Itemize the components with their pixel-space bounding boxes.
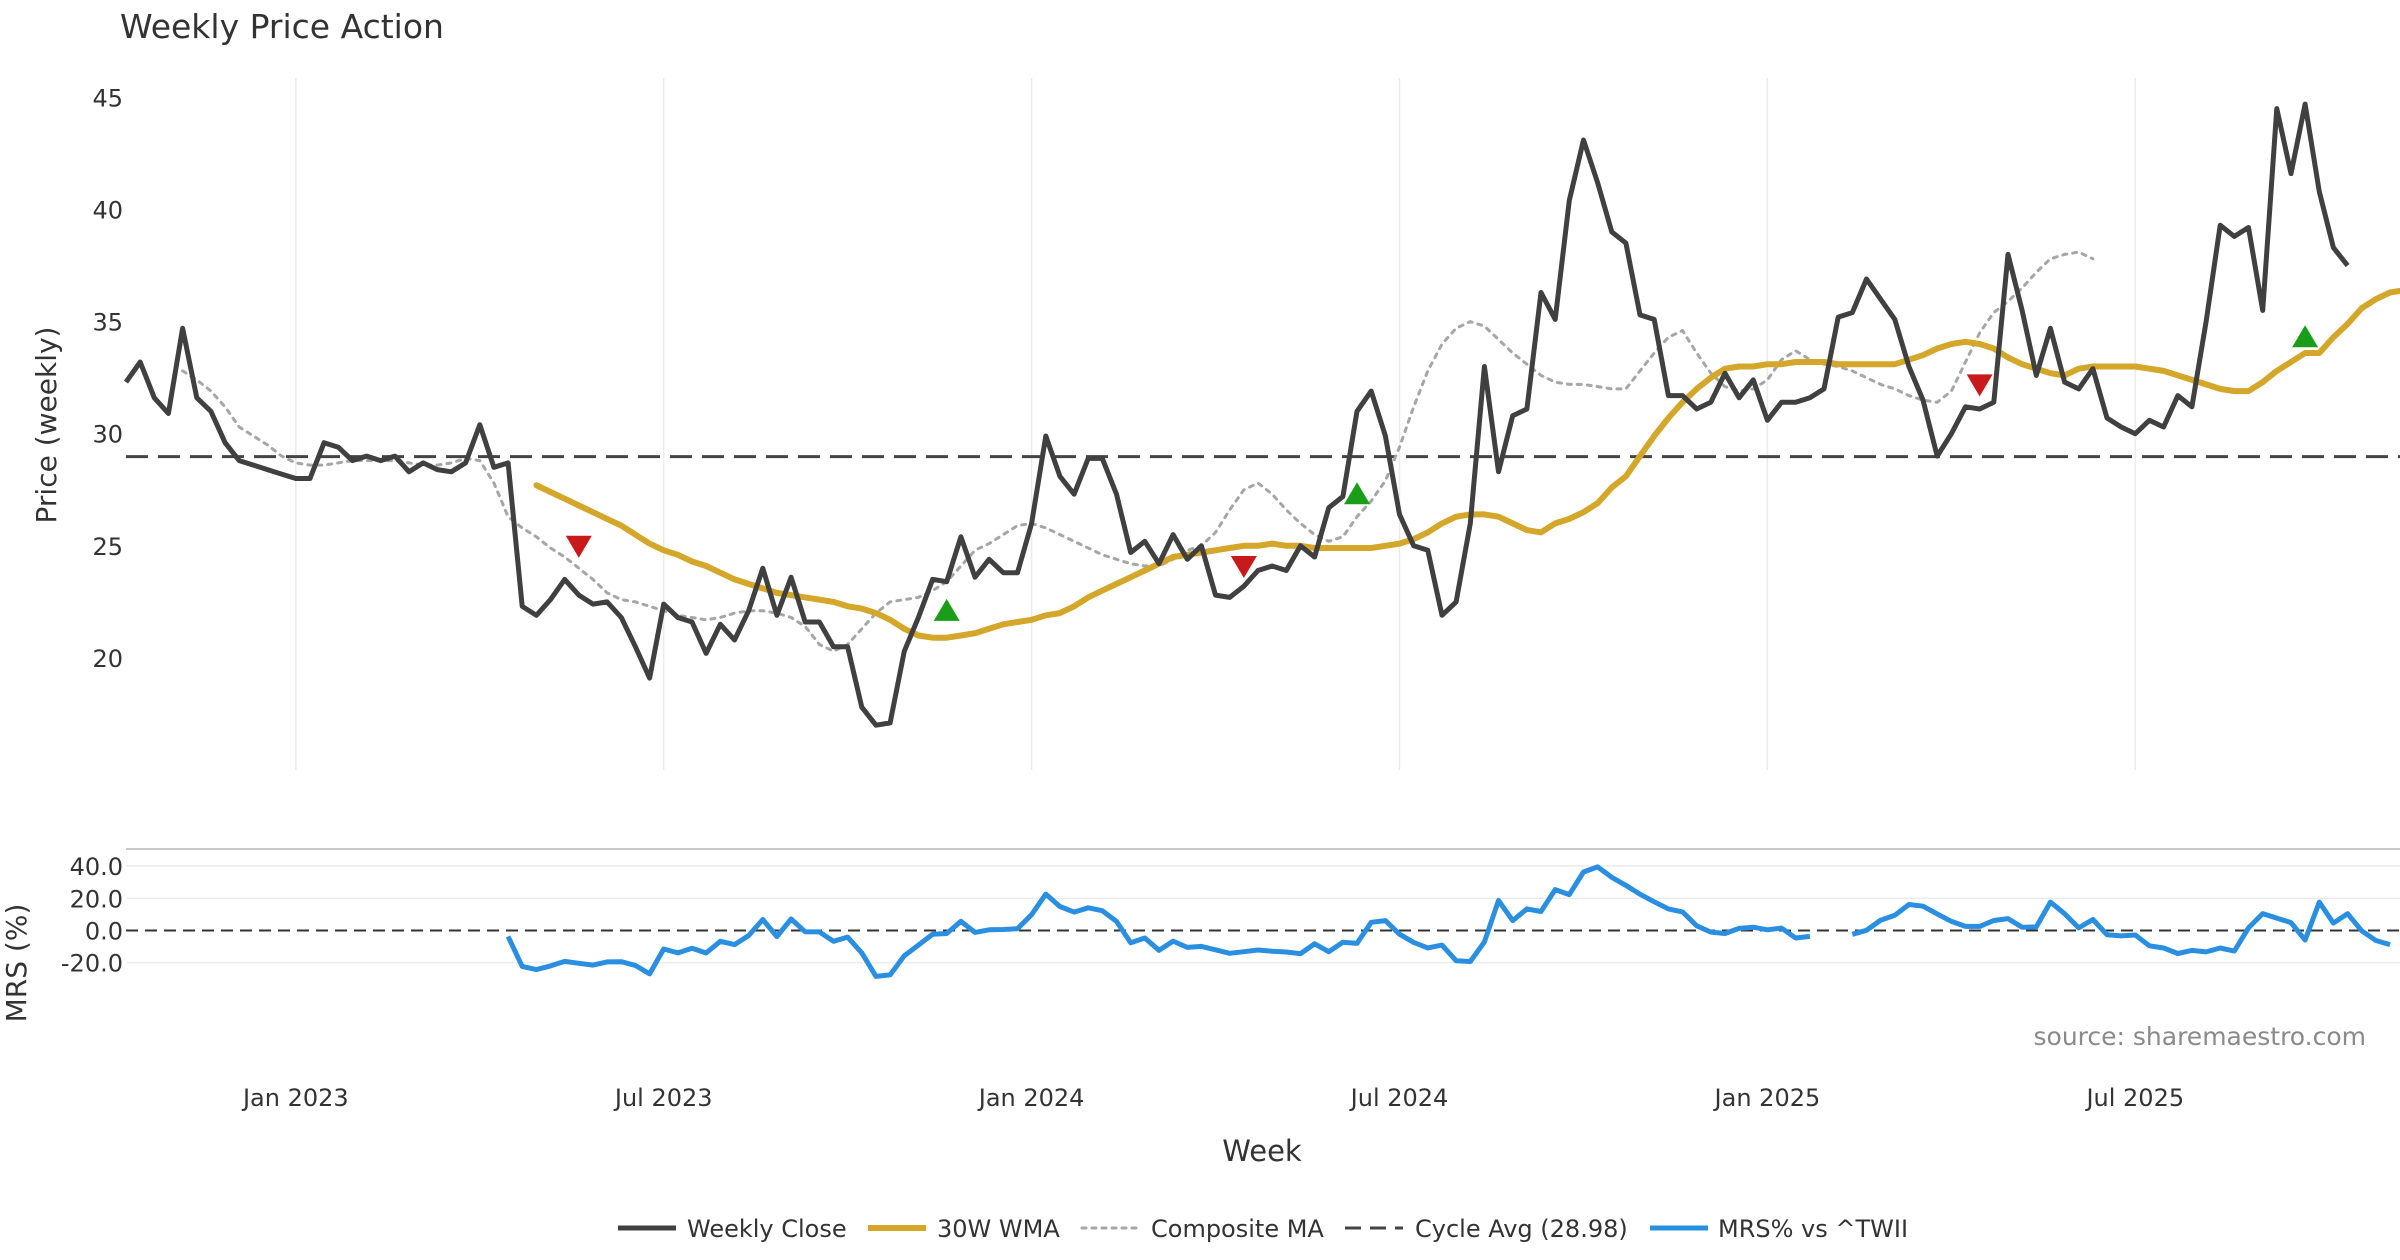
- signal-markers: [565, 325, 2319, 621]
- mrs-ytick-2: 0.0: [85, 917, 123, 945]
- wma-30w-line: [533, 287, 2400, 641]
- buy-signal-0: [933, 598, 960, 621]
- legend-label-weekly-close: Weekly Close: [687, 1215, 847, 1243]
- x-tick-labels: Jan 2023 Jul 2023 Jan 2024 Jul 2024 Jan 2025…: [241, 1084, 2184, 1112]
- sell-signal-1: [1230, 555, 1257, 578]
- legend-label-wma: 30W WMA: [937, 1215, 1060, 1243]
- mrs-ytick-1: 20.0: [70, 885, 123, 913]
- weekly-close-line: [123, 101, 2350, 728]
- buy-signal-1: [1344, 482, 1371, 505]
- x-tick-1: Jul 2023: [613, 1084, 713, 1112]
- mrs-panel: 40.0 20.0 0.0 -20.0 MRS (%) source: sharema…: [0, 853, 2400, 1051]
- x-tick-3: Jul 2024: [1349, 1084, 1449, 1112]
- price-ytick-45: 45: [92, 84, 123, 112]
- chart-title: Weekly Price Action: [120, 7, 444, 46]
- mrs-y-tick-labels: 40.0 20.0 0.0 -20.0: [61, 853, 123, 978]
- sell-signal-0: [565, 535, 592, 558]
- composite-ma-line: [181, 250, 2095, 653]
- price-panel: 20 25 30 35 40 45 Price (weekly): [30, 78, 2400, 770]
- legend: Weekly Close 30W WMA Composite MA Cycle …: [618, 1215, 1908, 1243]
- x-tick-2: Jan 2024: [977, 1084, 1085, 1112]
- price-gridlines: [295, 78, 2137, 770]
- mrs-ytick-3: -20.0: [61, 950, 123, 978]
- price-ytick-20: 20: [92, 645, 123, 673]
- price-ytick-25: 25: [92, 533, 123, 561]
- mrs-gridlines: [126, 865, 2400, 964]
- mrs-y-axis-label: MRS (%): [0, 904, 33, 1023]
- legend-label-cycle-avg: Cycle Avg (28.98): [1415, 1215, 1628, 1243]
- price-ytick-40: 40: [92, 197, 123, 225]
- source-note: source: sharemaestro.com: [2034, 1022, 2367, 1051]
- legend-label-composite: Composite MA: [1151, 1215, 1324, 1243]
- price-ytick-35: 35: [92, 309, 123, 337]
- legend-label-mrs: MRS% vs ^TWII: [1718, 1215, 1908, 1243]
- price-y-tick-labels: 20 25 30 35 40 45: [92, 84, 123, 672]
- x-tick-0: Jan 2023: [241, 1084, 349, 1112]
- x-axis-label: Week: [1222, 1134, 1302, 1168]
- price-y-axis-label: Price (weekly): [30, 327, 63, 524]
- mrs-ytick-0: 40.0: [70, 853, 123, 881]
- price-ytick-30: 30: [92, 421, 123, 449]
- x-tick-5: Jul 2025: [2084, 1084, 2184, 1112]
- buy-signal-2: [2292, 325, 2319, 348]
- mrs-line: [505, 864, 2391, 979]
- sell-signal-2: [1966, 374, 1993, 397]
- x-tick-4: Jan 2025: [1713, 1084, 1821, 1112]
